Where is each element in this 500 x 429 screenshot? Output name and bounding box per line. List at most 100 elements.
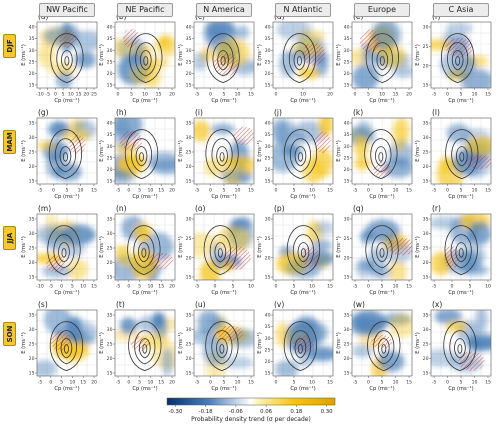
y-tick-label: 25	[186, 236, 192, 242]
x-tick-label: 5	[62, 92, 65, 98]
y-tick-label: 35	[107, 217, 113, 223]
density-contour	[370, 138, 392, 173]
density-contour	[64, 56, 70, 66]
x-axis-label: Cp (ms⁻¹)	[369, 290, 394, 296]
x-tick-label: 5	[71, 284, 74, 290]
y-tick-label: 15	[344, 83, 350, 89]
y-tick-label: 25	[29, 246, 35, 252]
panel-label: (h)	[116, 108, 127, 117]
x-tick-label: -5	[45, 92, 50, 98]
y-tick-label: 25	[423, 246, 429, 252]
y-tick-label: 30	[186, 135, 192, 141]
y-tick-label: 15	[107, 275, 113, 281]
x-tick-label: 15	[485, 92, 491, 98]
x-tick-label: 0	[446, 188, 449, 194]
significance-hatching	[371, 334, 393, 350]
y-tick-label: 25	[107, 246, 113, 252]
density-contour	[219, 152, 225, 162]
x-tick-label: -5	[38, 188, 43, 194]
y-tick-label: 20	[186, 164, 192, 170]
x-tick-label: 0	[446, 92, 449, 98]
x-tick-label: 0	[54, 92, 57, 98]
significance-hatching	[458, 351, 485, 371]
y-tick-label: 15	[265, 179, 271, 185]
y-tick-label: 25	[186, 59, 192, 65]
region-header: N America	[196, 3, 252, 17]
y-tick-label: 30	[265, 336, 271, 342]
y-tick-label: 25	[344, 342, 350, 348]
positive-trend-blob	[115, 328, 141, 341]
positive-trend-blob	[445, 320, 467, 333]
y-tick-label: 30	[265, 217, 271, 223]
negative-trend-blob	[461, 68, 491, 88]
y-tick-label: 20	[107, 167, 113, 173]
density-contour	[48, 129, 83, 180]
x-tick-label: 15	[76, 92, 82, 98]
panel-plot-area	[431, 22, 491, 88]
x-axis-label: Cp (ms⁻¹)	[211, 98, 236, 104]
negative-trend-blob	[440, 49, 476, 79]
panel-s: (s) -5 0 5 10 15 20 15 20 25 30 35 Cp (ms⁻¹) E (ms⁻¹)	[21, 300, 98, 392]
x-tick-label: 10	[69, 380, 75, 386]
density-contour	[139, 152, 144, 162]
x-tick-label: -5	[116, 284, 121, 290]
y-tick-label: 30	[29, 327, 35, 333]
significance-hatching	[119, 130, 143, 151]
density-contour	[212, 42, 234, 77]
negative-trend-blob	[357, 260, 377, 271]
positive-trend-blob	[353, 135, 369, 159]
x-axis-label: Cp (ms⁻¹)	[448, 194, 473, 200]
panel-w: (w) -5 0 5 10 15 15 20 25 30 35 Cp (ms⁻¹) E (ms⁻¹)	[336, 300, 413, 392]
panel-plot-area	[352, 310, 412, 376]
y-tick-label: 20	[107, 71, 113, 77]
x-tick-label: 0	[117, 92, 120, 98]
y-axis-label: E (ms⁻¹)	[99, 44, 105, 66]
positive-trend-blob	[199, 259, 221, 280]
density-contour	[288, 42, 310, 77]
x-tick-label: 20	[83, 92, 89, 98]
x-tick-label: 15	[406, 380, 412, 386]
negative-trend-blob	[235, 25, 250, 40]
x-tick-label: 15	[393, 92, 399, 98]
y-tick-label: 15	[29, 179, 35, 185]
panel-label: (o)	[195, 204, 206, 213]
x-tick-label: -5	[195, 188, 200, 194]
x-tick-label: 15	[91, 284, 97, 290]
season-label: MAM	[3, 130, 16, 154]
y-tick-label: 15	[186, 83, 192, 89]
density-contour	[294, 146, 307, 167]
y-tick-label: 35	[186, 36, 192, 42]
y-tick-label: 30	[344, 48, 350, 54]
y-tick-label: 30	[265, 144, 271, 150]
negative-trend-blob	[352, 312, 373, 336]
colorbar-label: Probability density trend (σ per decade)	[191, 416, 311, 423]
density-contour	[294, 338, 307, 359]
density-contour	[373, 330, 395, 365]
density-contour	[365, 33, 399, 84]
x-tick-label: 5	[381, 188, 384, 194]
density-contour	[364, 129, 398, 180]
x-tick-label: -5	[195, 380, 200, 386]
density-contour	[214, 242, 227, 263]
panel-g: (g) -5 0 5 10 15 15 20 25 30 35 Cp (ms⁻¹) E (ms⁻¹)	[21, 108, 98, 200]
y-tick-label: 30	[344, 327, 350, 333]
y-tick-label: 35	[186, 313, 192, 319]
significance-hatching	[123, 28, 140, 49]
panel-label: (r)	[432, 204, 441, 213]
y-tick-label: 15	[186, 275, 192, 281]
x-tick-label: -5	[432, 92, 437, 98]
density-contour	[381, 344, 387, 354]
y-axis-label: E (ms⁻¹)	[21, 44, 27, 66]
panel-label: (l)	[432, 108, 440, 117]
positive-trend-blob	[204, 157, 225, 177]
density-contour	[371, 234, 393, 269]
x-tick-label: -5	[432, 284, 437, 290]
density-contour	[133, 234, 155, 269]
x-axis-label: Cp (ms⁻¹)	[132, 98, 157, 104]
significance-hatching	[213, 52, 240, 77]
x-axis-label: Cp (ms⁻¹)	[290, 194, 315, 200]
negative-trend-blob	[311, 239, 333, 252]
x-tick-label: 10	[248, 284, 254, 290]
